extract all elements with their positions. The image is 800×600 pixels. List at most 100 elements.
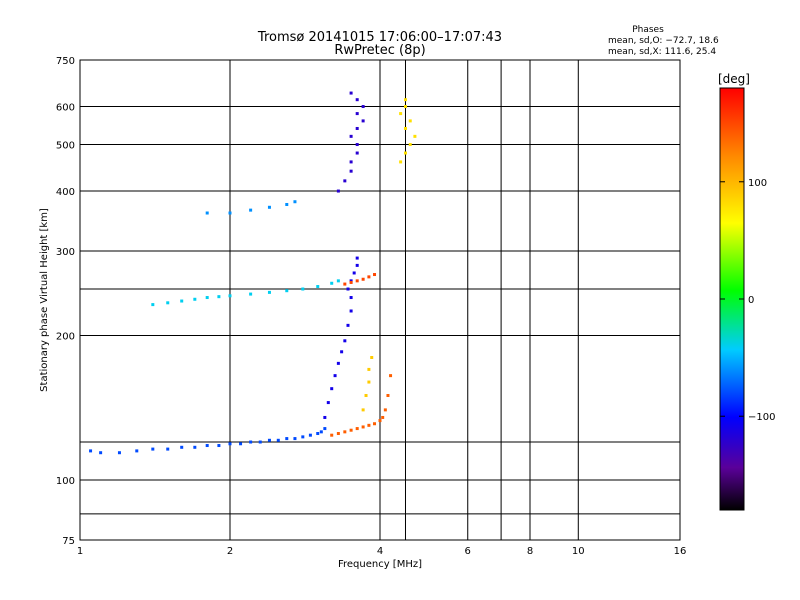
- x-axis-label: Frequency [MHz]: [338, 559, 422, 570]
- data-point: [352, 271, 356, 275]
- data-point: [383, 408, 387, 412]
- data-point: [301, 287, 305, 291]
- x-tick-label: 8: [527, 546, 533, 557]
- data-point: [355, 98, 359, 102]
- data-point: [343, 339, 347, 343]
- data-point: [228, 294, 232, 298]
- data-point: [355, 126, 359, 130]
- data-point: [355, 427, 359, 431]
- data-point: [349, 428, 353, 432]
- data-point: [333, 374, 337, 378]
- data-point: [340, 350, 344, 354]
- data-point: [330, 387, 334, 391]
- data-point: [228, 442, 232, 446]
- y-tick-label: 300: [56, 247, 75, 258]
- data-point: [285, 437, 289, 441]
- data-point: [349, 91, 353, 95]
- data-point: [361, 408, 365, 412]
- y-tick-labels: 75 100 200 300 400 500 600 750: [56, 56, 75, 547]
- x-tick-label: 6: [465, 546, 471, 557]
- data-point: [326, 401, 330, 405]
- data-point: [330, 281, 334, 285]
- data-point: [316, 285, 320, 289]
- colorbar-tick-label: 100: [748, 178, 767, 189]
- data-point: [349, 279, 353, 283]
- plot-frame: [79, 59, 681, 541]
- data-point: [249, 440, 253, 444]
- data-point: [361, 105, 365, 109]
- data-point: [349, 280, 353, 284]
- data-point: [285, 289, 289, 293]
- data-point: [367, 367, 371, 371]
- y-axis-label: Stationary phase Virtual Height [km]: [39, 208, 50, 392]
- data-point: [413, 134, 417, 138]
- data-point: [316, 432, 320, 436]
- data-point: [349, 160, 353, 164]
- grid-lines: [80, 60, 680, 540]
- data-point: [217, 444, 221, 448]
- data-point: [205, 296, 209, 300]
- colorbar-tick-label: −100: [748, 412, 775, 423]
- data-point: [166, 447, 170, 451]
- data-points: [89, 91, 417, 455]
- data-point: [301, 435, 305, 439]
- data-point: [135, 449, 139, 453]
- colorbar-label: [deg]: [718, 72, 750, 86]
- data-point: [330, 433, 334, 437]
- data-point: [403, 151, 407, 155]
- chart-title: Tromsø 20141015 17:06:00–17:07:43: [257, 30, 502, 45]
- data-point: [367, 380, 371, 384]
- data-point: [99, 451, 103, 455]
- data-point: [205, 211, 209, 215]
- data-point: [373, 273, 377, 277]
- data-point: [343, 179, 347, 183]
- data-point: [308, 433, 312, 437]
- x-tick-label: 2: [227, 546, 233, 557]
- data-point: [336, 432, 340, 436]
- data-point: [408, 119, 412, 123]
- data-point: [239, 442, 243, 446]
- data-point: [267, 205, 271, 209]
- y-tick-label: 400: [56, 187, 75, 198]
- chart-subtitle: RwPretec (8p): [334, 43, 425, 58]
- data-point: [355, 112, 359, 116]
- data-point: [403, 98, 407, 102]
- data-point: [343, 430, 347, 434]
- data-point: [180, 299, 184, 303]
- data-point: [151, 303, 155, 307]
- data-point: [258, 440, 262, 444]
- data-point: [364, 394, 368, 398]
- data-point: [267, 438, 271, 442]
- data-point: [193, 445, 197, 449]
- data-point: [336, 279, 340, 283]
- data-point: [349, 169, 353, 173]
- data-point: [355, 279, 359, 283]
- data-point: [367, 275, 371, 279]
- data-point: [386, 394, 390, 398]
- data-point: [361, 119, 365, 123]
- data-point: [89, 449, 93, 453]
- data-point: [349, 309, 353, 313]
- data-point: [399, 112, 403, 116]
- data-point: [117, 451, 121, 455]
- data-point: [355, 143, 359, 147]
- data-point: [355, 263, 359, 267]
- data-point: [381, 415, 385, 419]
- colorbar-ticks: 100 0 −100: [720, 178, 775, 423]
- y-tick-label: 750: [56, 56, 75, 67]
- data-point: [370, 355, 374, 359]
- data-point: [346, 323, 350, 327]
- data-point: [349, 296, 353, 300]
- y-tick-label: 200: [56, 332, 75, 343]
- colorbar-tick-label: 0: [748, 295, 754, 306]
- data-point: [193, 297, 197, 301]
- x-tick-label: 1: [77, 546, 83, 557]
- data-point: [249, 292, 253, 296]
- data-point: [408, 143, 412, 147]
- data-point: [151, 447, 155, 451]
- data-point: [361, 277, 365, 281]
- x-tick-label: 16: [674, 546, 687, 557]
- y-tick-label: 600: [56, 103, 75, 114]
- data-point: [267, 290, 271, 294]
- data-point: [323, 415, 327, 419]
